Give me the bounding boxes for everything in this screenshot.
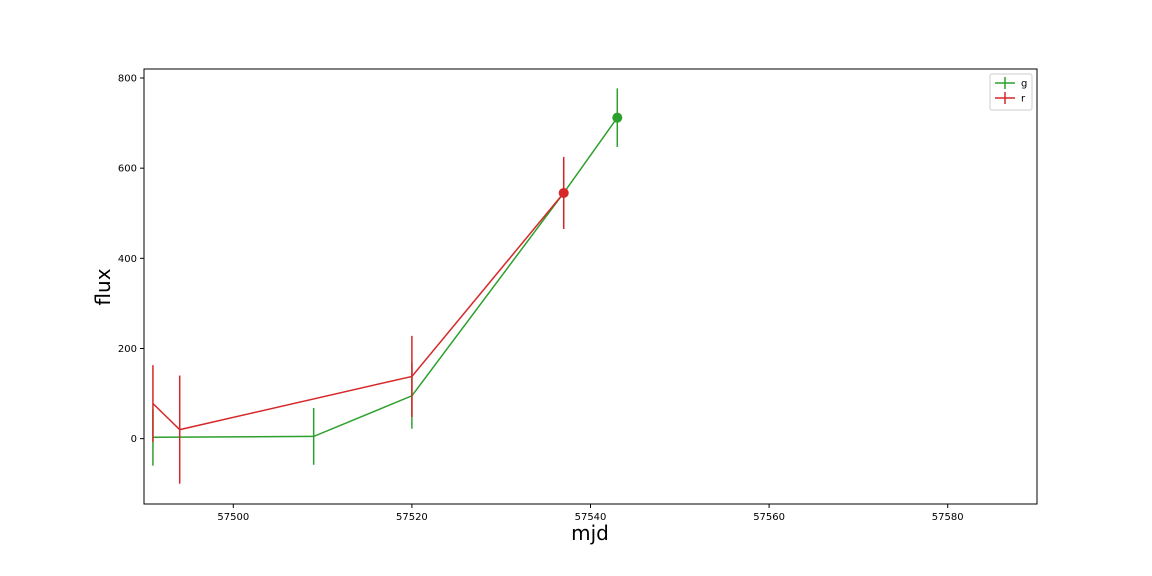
- legend: gr: [989, 73, 1033, 111]
- x-tick-label: 57580: [932, 512, 964, 523]
- x-tick-label: 57560: [753, 512, 785, 523]
- x-tick-label: 57500: [217, 512, 249, 523]
- y-tick-label: 400: [118, 254, 137, 265]
- series-line-r: [152, 192, 565, 431]
- legend-label-g: g: [1021, 79, 1027, 90]
- data-point-g: [612, 112, 623, 123]
- y-tick-label: 800: [118, 74, 137, 85]
- data-point-r: [558, 187, 569, 198]
- x-tick-label: 57540: [575, 512, 607, 523]
- y-axis-ticks: 0 200 400 600 800: [118, 74, 144, 445]
- series-layer: [152, 88, 623, 484]
- legend-label-r: r: [1021, 94, 1026, 105]
- y-axis-label: flux: [91, 268, 115, 305]
- plot-area: [144, 69, 1037, 504]
- y-tick-label: 600: [118, 164, 137, 175]
- x-axis-label: mjd: [571, 521, 609, 545]
- x-tick-label: 57520: [396, 512, 428, 523]
- series-r: [152, 156, 569, 484]
- y-tick-label: 0: [131, 434, 137, 445]
- y-tick-label: 200: [118, 344, 137, 355]
- x-axis-ticks: 57500 57520 57540 57560 57580: [217, 504, 964, 523]
